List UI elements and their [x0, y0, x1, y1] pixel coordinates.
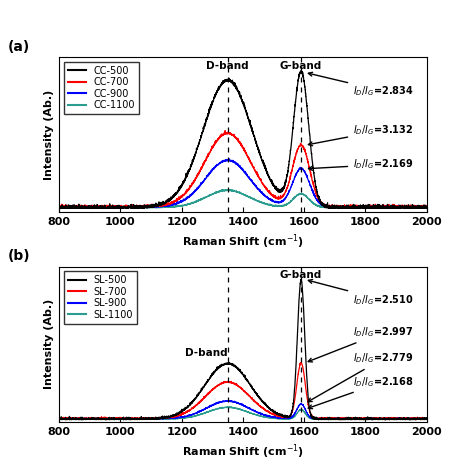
Y-axis label: Intensity (Ab.): Intensity (Ab.): [44, 299, 54, 389]
Text: G-band: G-band: [280, 62, 322, 72]
Text: D-band: D-band: [185, 348, 228, 358]
Text: $I_D/I_G$=2.169: $I_D/I_G$=2.169: [309, 157, 414, 172]
Text: (b): (b): [8, 249, 30, 264]
Text: $I_D/I_G$=2.510: $I_D/I_G$=2.510: [309, 280, 414, 307]
Legend: CC-500, CC-700, CC-900, CC-1100: CC-500, CC-700, CC-900, CC-1100: [64, 62, 139, 114]
Text: $I_D/I_G$=2.997: $I_D/I_G$=2.997: [308, 325, 413, 362]
X-axis label: Raman Shift (cm$^{-1}$): Raman Shift (cm$^{-1}$): [182, 233, 304, 251]
X-axis label: Raman Shift (cm$^{-1}$): Raman Shift (cm$^{-1}$): [182, 442, 304, 461]
Legend: SL-500, SL-700, SL-900, SL-1100: SL-500, SL-700, SL-900, SL-1100: [64, 272, 137, 324]
Text: G-band: G-band: [280, 270, 322, 280]
Text: (a): (a): [8, 40, 30, 54]
Text: $I_D/I_G$=2.834: $I_D/I_G$=2.834: [309, 72, 414, 98]
Y-axis label: Intensity (Ab.): Intensity (Ab.): [44, 90, 54, 180]
Text: $I_D/I_G$=2.779: $I_D/I_G$=2.779: [308, 352, 414, 402]
Text: $I_D/I_G$=3.132: $I_D/I_G$=3.132: [309, 123, 413, 146]
Text: D-band: D-band: [206, 62, 249, 72]
Text: $I_D/I_G$=2.168: $I_D/I_G$=2.168: [308, 375, 414, 409]
